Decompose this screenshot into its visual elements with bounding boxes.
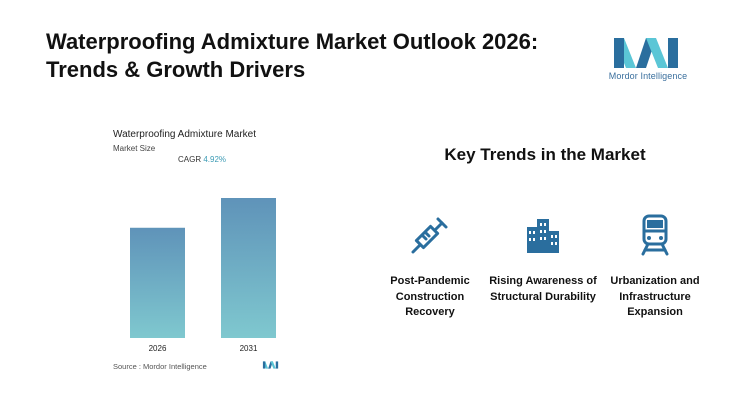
syringe-icon: [411, 217, 448, 254]
trend-item-construction: Post-Pandemic Construction Recovery: [375, 210, 485, 321]
page-title: Waterproofing Admixture Market Outlook 2…: [46, 28, 586, 84]
mordor-logo-icon: [614, 38, 678, 68]
trend-label-urbanization: Urbanization and Infrastructure Expansio…: [610, 275, 700, 318]
chart-title: Waterproofing Admixture Market: [113, 129, 257, 140]
cagr-label: CAGR: [178, 155, 202, 164]
chart-subtitle: Market Size: [113, 144, 156, 153]
x-tick-label-2026: 2026: [149, 344, 167, 353]
mini-mordor-logo-icon: [262, 361, 279, 369]
cagr-text: CAGR 4.92%: [178, 155, 226, 164]
x-tick-label-2031: 2031: [240, 344, 258, 353]
trend-item-durability: Rising Awareness of Structural Durabilit…: [488, 210, 598, 305]
trend-label-construction: Post-Pandemic Construction Recovery: [390, 275, 470, 318]
chart-source: Source : Mordor Intelligence: [113, 362, 207, 371]
page-title-line-2: Trends & Growth Drivers: [46, 57, 306, 82]
buildings-icon: [527, 219, 559, 253]
bar-2026: [130, 227, 185, 338]
page-title-line-1: Waterproofing Admixture Market Outlook 2…: [46, 29, 539, 54]
brand-name: Mordor Intelligence: [608, 71, 688, 81]
trends-heading: Key Trends in the Market: [444, 145, 646, 164]
trend-item-urbanization: Urbanization and Infrastructure Expansio…: [600, 210, 710, 321]
bar-2031: [221, 198, 276, 338]
train-icon: [641, 214, 669, 256]
cagr-value: 4.92%: [203, 155, 227, 164]
chart-card: 2026 2031 Waterproofing Admixture Market …: [105, 120, 295, 380]
brand-logo: Mordor Intelligence: [606, 36, 690, 84]
bar-chart: 2026 2031: [130, 198, 276, 353]
trend-label-durability: Rising Awareness of Structural Durabilit…: [489, 275, 597, 303]
